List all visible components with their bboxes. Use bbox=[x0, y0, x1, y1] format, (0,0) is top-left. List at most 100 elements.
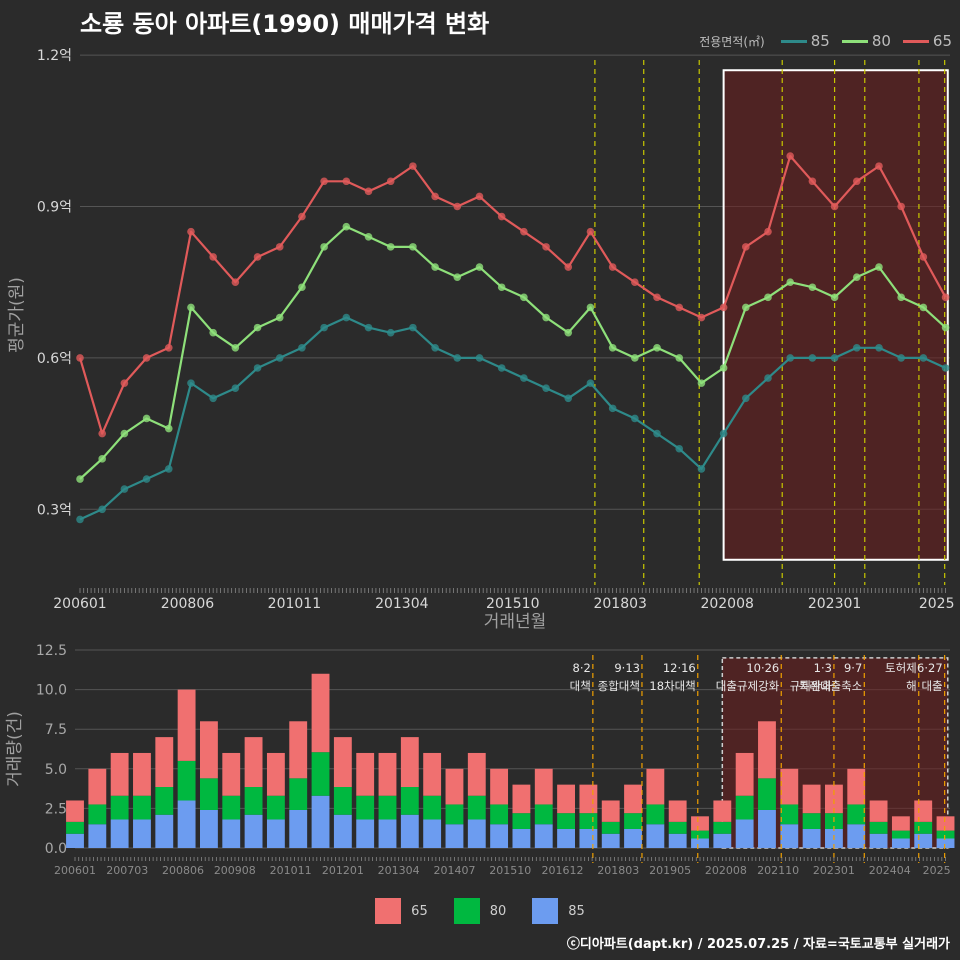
volume-bar-85 bbox=[467, 819, 486, 848]
volume-bar-85 bbox=[802, 828, 821, 848]
bar-x-tick-label: 201304 bbox=[378, 864, 420, 877]
data-point-80 bbox=[253, 323, 262, 332]
bar-x-tick-label: 201407 bbox=[433, 864, 475, 877]
data-point-80 bbox=[475, 263, 484, 271]
legend-bar-80: 80 bbox=[453, 898, 506, 924]
volume-bar-65 bbox=[869, 800, 888, 822]
data-point-65 bbox=[542, 243, 550, 251]
data-point-65 bbox=[320, 177, 328, 186]
data-point-85 bbox=[76, 515, 84, 524]
volume-bar-85 bbox=[646, 824, 665, 848]
volume-bar-85 bbox=[244, 814, 263, 848]
data-point-80 bbox=[897, 293, 905, 302]
x-tick-label: 202301 bbox=[808, 596, 861, 612]
data-point-85 bbox=[142, 475, 151, 483]
volume-bar-80 bbox=[155, 787, 174, 815]
volume-bar-80 bbox=[691, 830, 709, 839]
volume-bar-85 bbox=[333, 814, 352, 848]
data-point-85 bbox=[697, 465, 706, 473]
data-point-80 bbox=[542, 313, 550, 322]
volume-bar-80 bbox=[557, 813, 575, 829]
policy-annotation-text: 대출 bbox=[921, 679, 942, 693]
data-point-85 bbox=[808, 354, 817, 362]
data-point-65 bbox=[364, 187, 373, 196]
volume-bar-65 bbox=[601, 800, 620, 822]
x-tick-label: 201304 bbox=[375, 596, 429, 612]
bar-y-tick-label: 10.0 bbox=[36, 683, 67, 699]
data-point-85 bbox=[586, 379, 595, 387]
bar-x-tick-label: 200806 bbox=[162, 864, 204, 877]
data-point-85 bbox=[897, 354, 905, 362]
data-point-65 bbox=[497, 212, 506, 221]
volume-bar-85 bbox=[88, 824, 107, 848]
bar-x-tick-label: 200908 bbox=[214, 864, 256, 877]
data-point-65 bbox=[142, 354, 151, 362]
volume-bar-65 bbox=[936, 816, 955, 831]
data-point-80 bbox=[497, 283, 506, 292]
data-point-80 bbox=[830, 293, 839, 302]
x-axis-label: 거래년월 bbox=[484, 612, 547, 632]
volume-bar-65 bbox=[624, 784, 642, 814]
data-point-80 bbox=[120, 429, 129, 438]
volume-bar-80 bbox=[646, 804, 665, 825]
y-tick-label: 1.2억 bbox=[37, 48, 72, 64]
volume-bar-80 bbox=[713, 821, 732, 834]
data-point-85 bbox=[386, 328, 395, 337]
data-point-65 bbox=[608, 263, 617, 271]
data-point-65 bbox=[275, 243, 284, 251]
data-point-80 bbox=[697, 379, 706, 387]
volume-bar-80 bbox=[534, 804, 553, 825]
data-point-85 bbox=[653, 429, 661, 438]
volume-bar-65 bbox=[534, 768, 553, 805]
data-point-85 bbox=[475, 354, 484, 362]
volume-bar-65 bbox=[802, 784, 821, 814]
data-point-85 bbox=[941, 364, 950, 372]
data-point-65 bbox=[520, 227, 528, 236]
volume-bar-80 bbox=[579, 813, 598, 829]
volume-bar-80 bbox=[891, 830, 910, 839]
data-point-85 bbox=[608, 404, 617, 413]
policy-annotation-text: 대책 bbox=[570, 679, 591, 693]
volume-bar-80 bbox=[177, 760, 196, 801]
policy-annotation-text: 18차대책 bbox=[649, 679, 695, 693]
data-point-80 bbox=[786, 278, 795, 286]
data-point-80 bbox=[520, 293, 528, 302]
data-point-85 bbox=[320, 323, 328, 332]
data-point-65 bbox=[830, 202, 839, 211]
x-tick-label: 200601 bbox=[53, 596, 106, 612]
bar-y-tick-label: 7.5 bbox=[45, 722, 67, 738]
volume-bar-80 bbox=[266, 795, 285, 820]
data-point-80 bbox=[98, 455, 106, 463]
volume-bar-80 bbox=[400, 787, 419, 815]
data-point-85 bbox=[764, 374, 772, 382]
data-point-80 bbox=[852, 273, 861, 281]
data-point-65 bbox=[475, 192, 484, 201]
data-point-80 bbox=[586, 303, 595, 312]
x-tick-label: 201011 bbox=[268, 596, 321, 612]
volume-bar-85 bbox=[445, 824, 464, 848]
bar-y-tick-label: 0.0 bbox=[45, 841, 67, 857]
volume-bar-85 bbox=[490, 824, 509, 848]
volume-bar-80 bbox=[869, 821, 888, 834]
policy-annotation-text: 대출규제강화 bbox=[716, 679, 780, 693]
data-point-65 bbox=[120, 379, 129, 387]
data-point-80 bbox=[231, 344, 240, 352]
policy-annotation-text: 규제완화 bbox=[790, 679, 833, 693]
data-point-80 bbox=[431, 263, 439, 271]
data-point-65 bbox=[342, 177, 351, 186]
legend-bar-85: 85 bbox=[532, 898, 585, 924]
volume-bar-85 bbox=[869, 833, 888, 848]
data-point-65 bbox=[98, 429, 106, 438]
data-point-80 bbox=[631, 354, 639, 362]
data-point-65 bbox=[742, 243, 750, 251]
data-point-80 bbox=[941, 323, 950, 332]
policy-annotation-text: 종합대책 bbox=[598, 679, 640, 693]
volume-bar-80 bbox=[222, 795, 241, 820]
policy-annotation: 9·13 bbox=[614, 661, 640, 675]
volume-bar-65 bbox=[266, 752, 285, 796]
volume-bar-65 bbox=[133, 752, 151, 796]
data-point-85 bbox=[719, 429, 728, 438]
data-point-85 bbox=[431, 344, 439, 352]
data-point-85 bbox=[875, 344, 883, 352]
volume-bar-85 bbox=[423, 819, 442, 848]
